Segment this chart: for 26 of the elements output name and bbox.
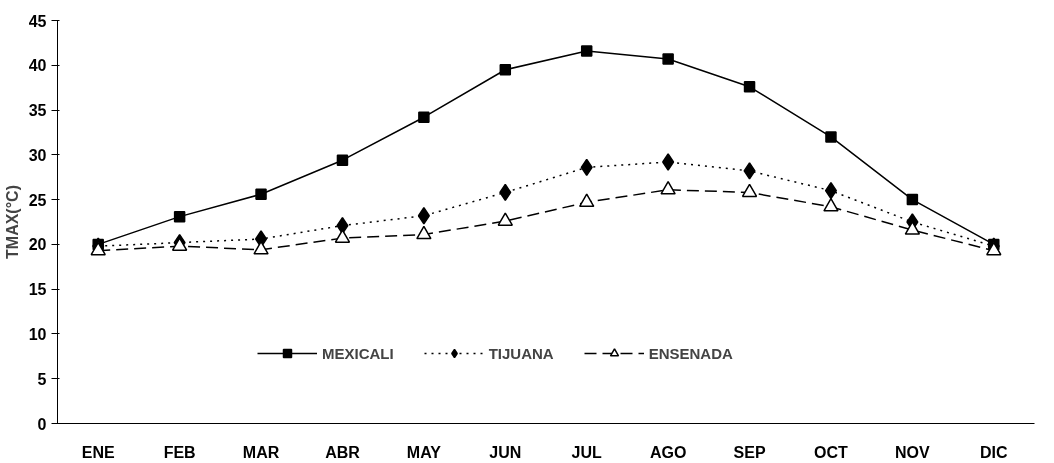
y-tick-label: 30 bbox=[28, 146, 47, 164]
x-tick-label: SEP bbox=[733, 443, 766, 461]
x-tick-label: JUN bbox=[489, 443, 522, 461]
y-tick-label: 20 bbox=[28, 236, 47, 254]
x-tick-label: ABR bbox=[325, 443, 361, 461]
y-tick-label: 5 bbox=[37, 370, 47, 388]
y-tick-label: 15 bbox=[28, 281, 47, 299]
y-tick-label: 45 bbox=[28, 12, 47, 30]
y-tick-label: 40 bbox=[28, 57, 47, 75]
y-tick-label: 0 bbox=[37, 415, 47, 433]
x-tick-label: MAR bbox=[242, 443, 280, 461]
legend-label: MEXICALI bbox=[322, 344, 394, 362]
x-tick-label: ENE bbox=[81, 443, 115, 461]
y-tick-label: 25 bbox=[28, 191, 47, 209]
legend-label: ENSENADA bbox=[648, 344, 733, 362]
y-axis-title: TMAX(°C) bbox=[3, 185, 21, 259]
x-tick-label: JUL bbox=[571, 443, 603, 461]
x-tick-label: MAY bbox=[406, 443, 442, 461]
x-tick-label: FEB bbox=[163, 443, 196, 461]
legend-label: TIJUANA bbox=[488, 344, 554, 362]
x-tick-label: OCT bbox=[814, 443, 849, 461]
y-tick-label: 10 bbox=[28, 325, 47, 343]
x-tick-label: AGO bbox=[649, 443, 687, 461]
x-tick-label: DIC bbox=[980, 443, 1009, 461]
x-tick-label: NOV bbox=[895, 443, 931, 461]
y-tick-label: 35 bbox=[28, 102, 47, 120]
